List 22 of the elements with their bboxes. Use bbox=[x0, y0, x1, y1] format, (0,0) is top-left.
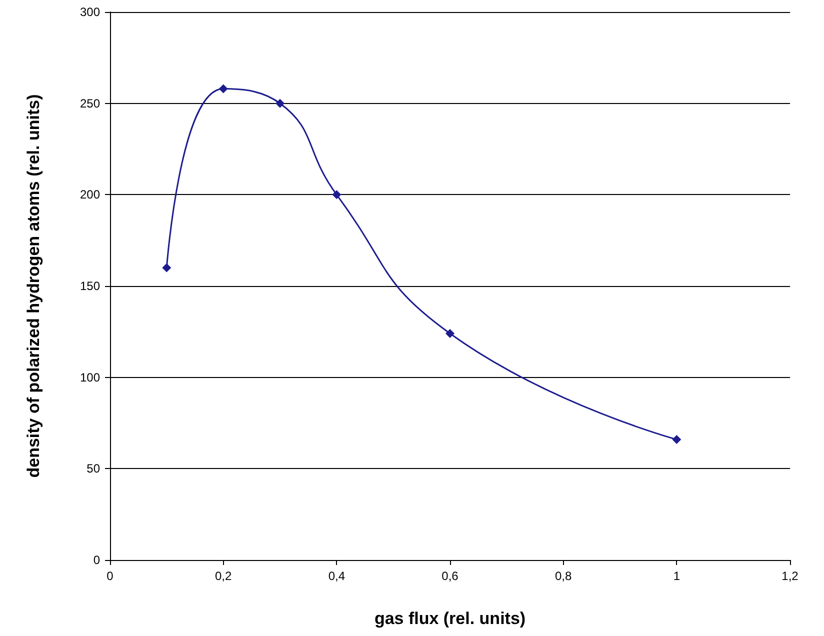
x-tick-label: 0,4 bbox=[328, 569, 346, 583]
x-tick-label: 0 bbox=[106, 569, 114, 583]
y-tick-label: 200 bbox=[80, 188, 100, 202]
x-axis-title: gas flux (rel. units) bbox=[374, 609, 526, 628]
y-axis-title: density of polarized hydrogen atoms (rel. units) bbox=[24, 94, 43, 478]
y-tick-label: 50 bbox=[86, 462, 100, 476]
y-tick-label: 0 bbox=[93, 553, 100, 567]
y-tick-label: 300 bbox=[80, 5, 100, 19]
y-tick-label: 100 bbox=[80, 370, 100, 384]
point bbox=[276, 98, 284, 108]
x-tick-label: 1,2 bbox=[782, 569, 799, 583]
point bbox=[218, 84, 228, 94]
x-tick-label: 1 bbox=[673, 569, 680, 583]
y-tick-label: 150 bbox=[80, 279, 100, 293]
x-tick-label: 0,6 bbox=[442, 569, 459, 583]
x-tick-label: 0,2 bbox=[214, 569, 232, 583]
point bbox=[672, 434, 682, 444]
y-tick-label: 250 bbox=[80, 96, 100, 110]
x-tick-label: 0,8 bbox=[554, 569, 572, 583]
point bbox=[332, 190, 342, 200]
point bbox=[446, 328, 454, 338]
point bbox=[162, 263, 172, 272]
